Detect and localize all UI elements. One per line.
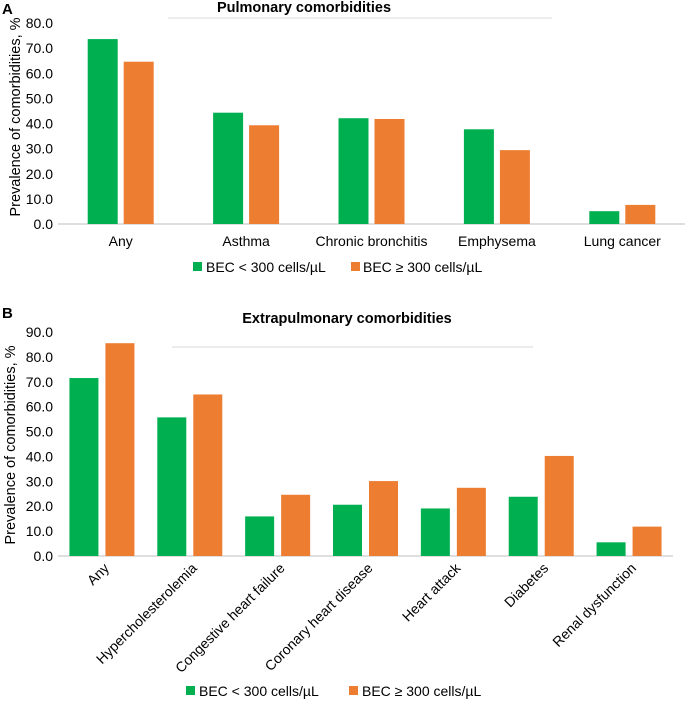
panel-a-y-tick-label: 30.0: [26, 141, 53, 157]
panel-a-bar-bec-low: [338, 118, 369, 224]
panel-a-category-label: Chronic bronchitis: [315, 233, 427, 249]
panel-b-y-tick-label: 70.0: [26, 374, 53, 390]
panel-b-category-label: Hypercholesterolemia: [93, 560, 200, 667]
panel-a-legend-swatch-bec-high: [351, 262, 360, 271]
panel-b-y-tick-label: 30.0: [26, 473, 53, 489]
panel-b-bar-bec-high: [544, 455, 574, 556]
panel-b-legend-label-bec-high: BEC ≥ 300 cells/µL: [362, 683, 481, 699]
panel-b-y-tick-label: 10.0: [26, 523, 53, 539]
panel-a-title: Pulmonary comorbidities: [217, 0, 391, 16]
panel-b-bar-bec-high: [369, 481, 398, 556]
panel-a-y-tick-label: 40.0: [26, 116, 53, 132]
panel-a-y-tick-label: 80.0: [26, 15, 53, 31]
panel-b-bar-bec-high: [456, 487, 486, 556]
panel-b-y-tick-label: 90.0: [26, 324, 53, 340]
panel-a-bar-bec-low: [213, 112, 244, 224]
panel-a-y-tick-label: 0.0: [34, 216, 54, 232]
panel-b-bar-bec-low: [420, 508, 450, 556]
panel-b-bar-bec-low: [333, 504, 362, 556]
panel-b-bar-bec-high: [105, 343, 135, 556]
panel-a-category-label: Any: [109, 233, 133, 249]
panel-a-y-tick-label: 10.0: [26, 191, 53, 207]
panel-a-bar-bec-high: [123, 61, 154, 224]
panel-b-y-tick-label: 80.0: [26, 349, 53, 365]
panel-b-y-tick-label: 20.0: [26, 498, 53, 514]
panel-b-bar-bec-low: [69, 378, 99, 556]
panel-a-legend-label-bec-high: BEC ≥ 300 cells/µL: [363, 259, 482, 275]
panel-b-bar-bec-low: [157, 417, 187, 556]
panel-a-y-tick-label: 50.0: [26, 90, 53, 106]
panel-b-label: B: [2, 305, 13, 322]
panel-a-bar-bec-low: [589, 211, 620, 224]
panel-b-bar-bec-low: [596, 542, 626, 556]
panel-a-category-label: Asthma: [222, 233, 270, 249]
panel-b-category-label: Renal dysfunction: [549, 560, 639, 650]
panel-a-bar-bec-high: [499, 150, 530, 224]
panel-b-legend-label-bec-low: BEC < 300 cells/µL: [199, 683, 319, 699]
panel-a-bar-bec-high: [625, 204, 656, 224]
panel-b-bar-bec-high: [193, 394, 223, 556]
panel-b-bar-bec-high: [632, 526, 662, 556]
panel-b-category-label: Diabetes: [501, 560, 551, 610]
panel-a-y-axis-label: Prevalence of comorbidities, %: [8, 17, 24, 216]
panel-a-y-tick-label: 70.0: [26, 40, 53, 56]
panel-a-bar-bec-high: [374, 118, 405, 224]
panel-b-bar-bec-low: [508, 496, 538, 556]
panel-b-legend-swatch-bec-high: [349, 686, 358, 695]
panel-b-y-tick-label: 40.0: [26, 448, 53, 464]
panel-a-bar-bec-low: [87, 39, 118, 224]
panel-b-bar-bec-low: [245, 516, 275, 556]
panel-a-category-label: Emphysema: [458, 233, 536, 249]
panel-a-legend-swatch-bec-low: [193, 262, 202, 271]
panel-a-bar-bec-low: [463, 129, 494, 224]
panel-a-category-label: Lung cancer: [584, 233, 661, 249]
panel-b-legend-swatch-bec-low: [186, 686, 195, 695]
panel-b-y-axis-label: Prevalence of comorbidities, %: [3, 345, 19, 544]
panel-a-y-tick-label: 60.0: [26, 65, 53, 81]
panel-b-plot: 0.0 10.0 20.0 30.0 40.0 50.0 60.0 70.0 80.0 90.0 A…: [26, 324, 673, 676]
panel-a-plot: 0.0 10.0 20.0 30.0 40.0 50.0 60.0 70.0 80.0 Any As…: [26, 15, 685, 249]
panel-b-category-label: Heart attack: [399, 559, 464, 624]
panel-b-bar-bec-high: [281, 494, 311, 556]
panel-a-bar-bec-high: [249, 125, 280, 224]
panel-b-title: Extrapulmonary comorbidities: [242, 311, 452, 327]
panel-b-y-tick-label: 50.0: [26, 424, 53, 440]
panel-a-y-tick-label: 20.0: [26, 166, 53, 182]
panel-b-category-label: Any: [84, 560, 112, 588]
panel-b-y-tick-label: 0.0: [34, 548, 54, 564]
panel-b-y-tick-label: 60.0: [26, 399, 53, 415]
panel-a-label: A: [2, 1, 13, 18]
panel-a-legend-label-bec-low: BEC < 300 cells/µL: [206, 259, 326, 275]
